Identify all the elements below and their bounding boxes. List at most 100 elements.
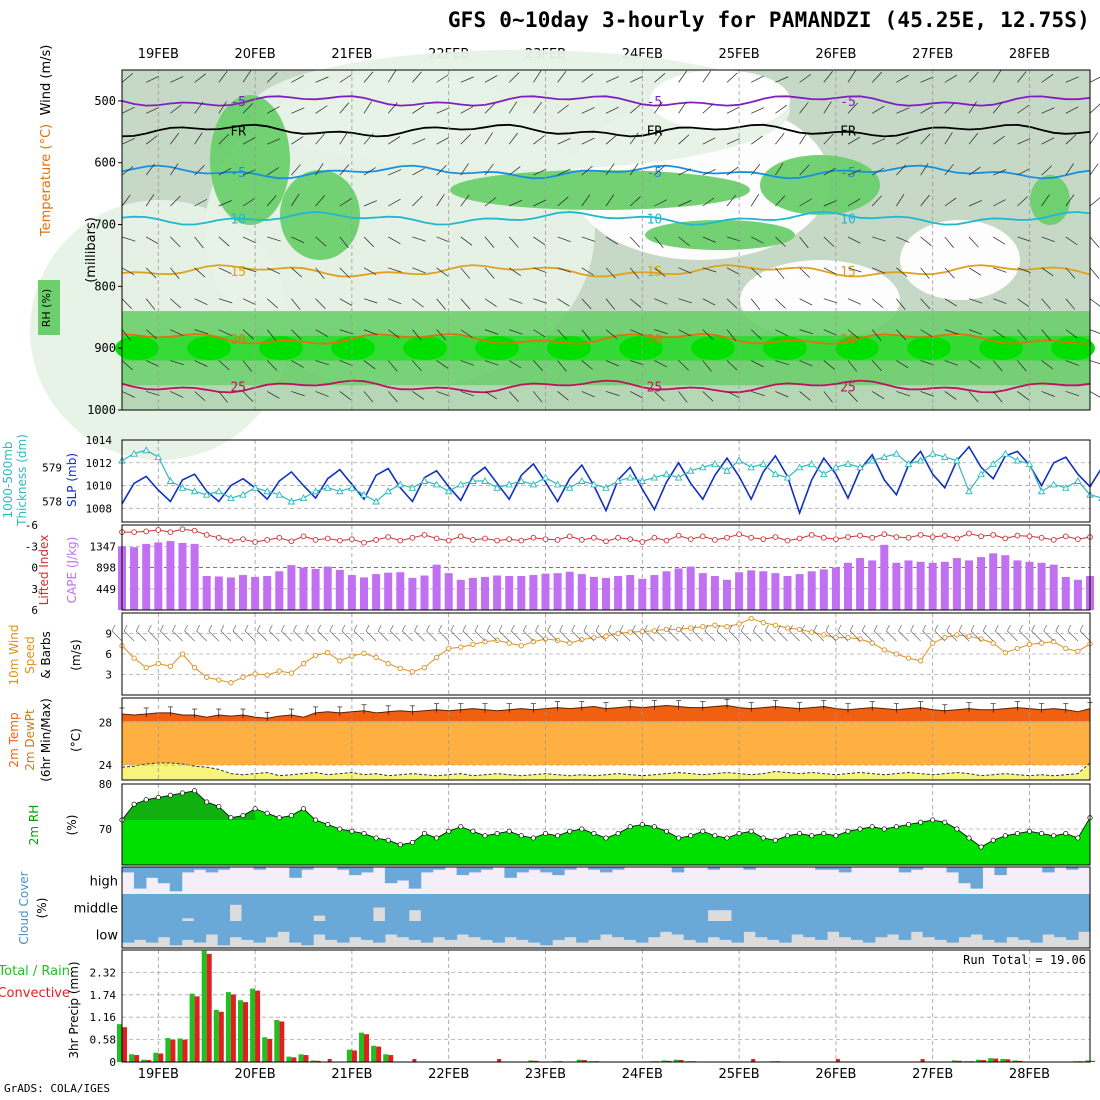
cloud-mid-bar bbox=[874, 894, 888, 921]
wind-barb bbox=[387, 102, 398, 114]
wind-speed-point bbox=[748, 615, 754, 622]
rh2m-point bbox=[639, 821, 645, 828]
wind-barb bbox=[509, 199, 523, 207]
wind-barb bbox=[194, 360, 208, 367]
cloud-high-bar bbox=[1066, 867, 1079, 870]
wind-speed-point bbox=[772, 622, 779, 628]
precip-convective-bar bbox=[327, 1059, 332, 1062]
wind-barb bbox=[629, 236, 640, 248]
wind-speed-point bbox=[700, 624, 706, 630]
thickness-point bbox=[699, 463, 707, 471]
cape-bar bbox=[456, 579, 465, 610]
wind-barb bbox=[170, 391, 184, 398]
rh2m-panel-frame bbox=[121, 783, 1091, 866]
wind-speed-point bbox=[397, 665, 403, 671]
thickness-point bbox=[348, 483, 356, 491]
wind-barb bbox=[740, 624, 745, 632]
cape-bar bbox=[493, 575, 502, 610]
wind-barb bbox=[837, 624, 842, 632]
lifted-index-point bbox=[699, 533, 706, 540]
wind-barb bbox=[910, 630, 921, 642]
thickness-point bbox=[602, 483, 610, 491]
wind10-axis-label: & Barbs bbox=[39, 631, 53, 679]
wind-barb bbox=[992, 391, 1003, 403]
slp-axis-label: SLP (mb) bbox=[65, 453, 79, 507]
thickness-axis-label: 1000-500mb bbox=[1, 441, 15, 518]
wind-barb bbox=[1065, 329, 1078, 339]
wind-barb bbox=[315, 236, 327, 247]
rh2m-point bbox=[1014, 830, 1020, 837]
lifted-index-point bbox=[482, 535, 488, 542]
precip-convective-bar bbox=[218, 1011, 224, 1062]
rh2m-point bbox=[1075, 835, 1081, 841]
cape-bar bbox=[856, 558, 865, 610]
wind-barb bbox=[121, 194, 131, 207]
cloud-low-bar bbox=[492, 921, 505, 943]
wind-barb bbox=[145, 194, 155, 207]
thickness-point bbox=[190, 487, 199, 495]
lifted-index-point bbox=[869, 534, 876, 541]
rh2m-point bbox=[325, 821, 331, 828]
wind-barb bbox=[557, 138, 571, 145]
cloud-mid-bar bbox=[827, 894, 840, 921]
rh-contour-region bbox=[1030, 175, 1070, 225]
lifted-index-point bbox=[651, 534, 658, 541]
wind-barb bbox=[509, 329, 523, 335]
temperature-contour-line bbox=[121, 264, 1091, 278]
cloud-low-bar bbox=[600, 921, 613, 935]
cape-bar bbox=[565, 571, 574, 610]
wind-barb bbox=[823, 133, 834, 145]
wind-speed-point bbox=[337, 658, 343, 664]
wind-barb bbox=[315, 105, 328, 114]
slp-tick-label: 1008 bbox=[86, 502, 113, 515]
temp-unit-label: (°C) bbox=[69, 728, 83, 752]
wind-speed-point bbox=[760, 619, 766, 626]
wind-barb bbox=[388, 298, 402, 305]
wind-barb bbox=[145, 298, 156, 310]
thickness-point bbox=[275, 490, 284, 498]
date-label-top: 20FEB bbox=[235, 47, 276, 62]
cloud-high-bar bbox=[408, 867, 422, 889]
wind-barb bbox=[557, 267, 571, 273]
rh2m-unit-label: (%) bbox=[65, 815, 79, 836]
cloud-mid-bar bbox=[635, 894, 649, 921]
wind-barb bbox=[1019, 630, 1030, 642]
rh2m-point bbox=[651, 824, 657, 830]
wind-barb bbox=[121, 166, 134, 176]
rh2m-point bbox=[881, 826, 887, 832]
thickness-point bbox=[880, 453, 889, 461]
rh2m-point bbox=[264, 810, 270, 816]
wind-barb bbox=[571, 624, 576, 632]
wind-barb bbox=[1089, 360, 1100, 365]
wind-barb bbox=[968, 166, 981, 176]
lifted-index-point bbox=[760, 536, 767, 543]
wind-barb bbox=[728, 624, 733, 632]
wind-barb bbox=[896, 236, 910, 243]
wind-barb bbox=[704, 630, 716, 642]
date-label-bottom: 22FEB bbox=[428, 1067, 469, 1082]
thickness-point bbox=[166, 477, 175, 484]
wind-barb bbox=[847, 298, 861, 305]
wind-speed-point bbox=[845, 634, 851, 641]
cloud-mid-bar bbox=[719, 894, 732, 911]
wind-barb bbox=[436, 267, 448, 277]
cape-bar bbox=[481, 576, 489, 610]
wind-barb bbox=[194, 236, 204, 249]
rh2m-point bbox=[905, 821, 912, 828]
date-label-top: 28FEB bbox=[1009, 47, 1050, 62]
wind-barb bbox=[111, 630, 123, 642]
cloud-high-bar bbox=[743, 867, 756, 870]
cape-bar bbox=[214, 576, 223, 610]
wind-barb bbox=[121, 298, 133, 309]
cloud-mid-bar bbox=[432, 894, 446, 921]
precip-total-bar bbox=[528, 1060, 534, 1062]
rh2m-point bbox=[446, 828, 452, 834]
wind-barb bbox=[775, 391, 789, 398]
cloud-low-bar bbox=[122, 921, 135, 943]
cape-bar bbox=[698, 573, 707, 610]
wind-barb bbox=[484, 197, 497, 207]
cloud-low-bar bbox=[516, 921, 529, 940]
precip-run-total: Run Total = 19.06 bbox=[963, 953, 1086, 967]
precip-total-bar bbox=[286, 1056, 292, 1062]
wind-barb bbox=[982, 624, 987, 632]
